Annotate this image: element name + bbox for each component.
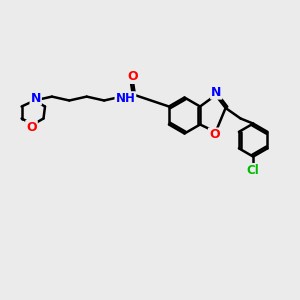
Text: N: N [211,85,221,99]
Text: NH: NH [116,92,135,105]
Text: O: O [26,121,37,134]
Text: Cl: Cl [247,164,260,177]
Text: N: N [31,92,41,105]
Text: O: O [209,128,220,142]
Text: O: O [127,70,138,83]
